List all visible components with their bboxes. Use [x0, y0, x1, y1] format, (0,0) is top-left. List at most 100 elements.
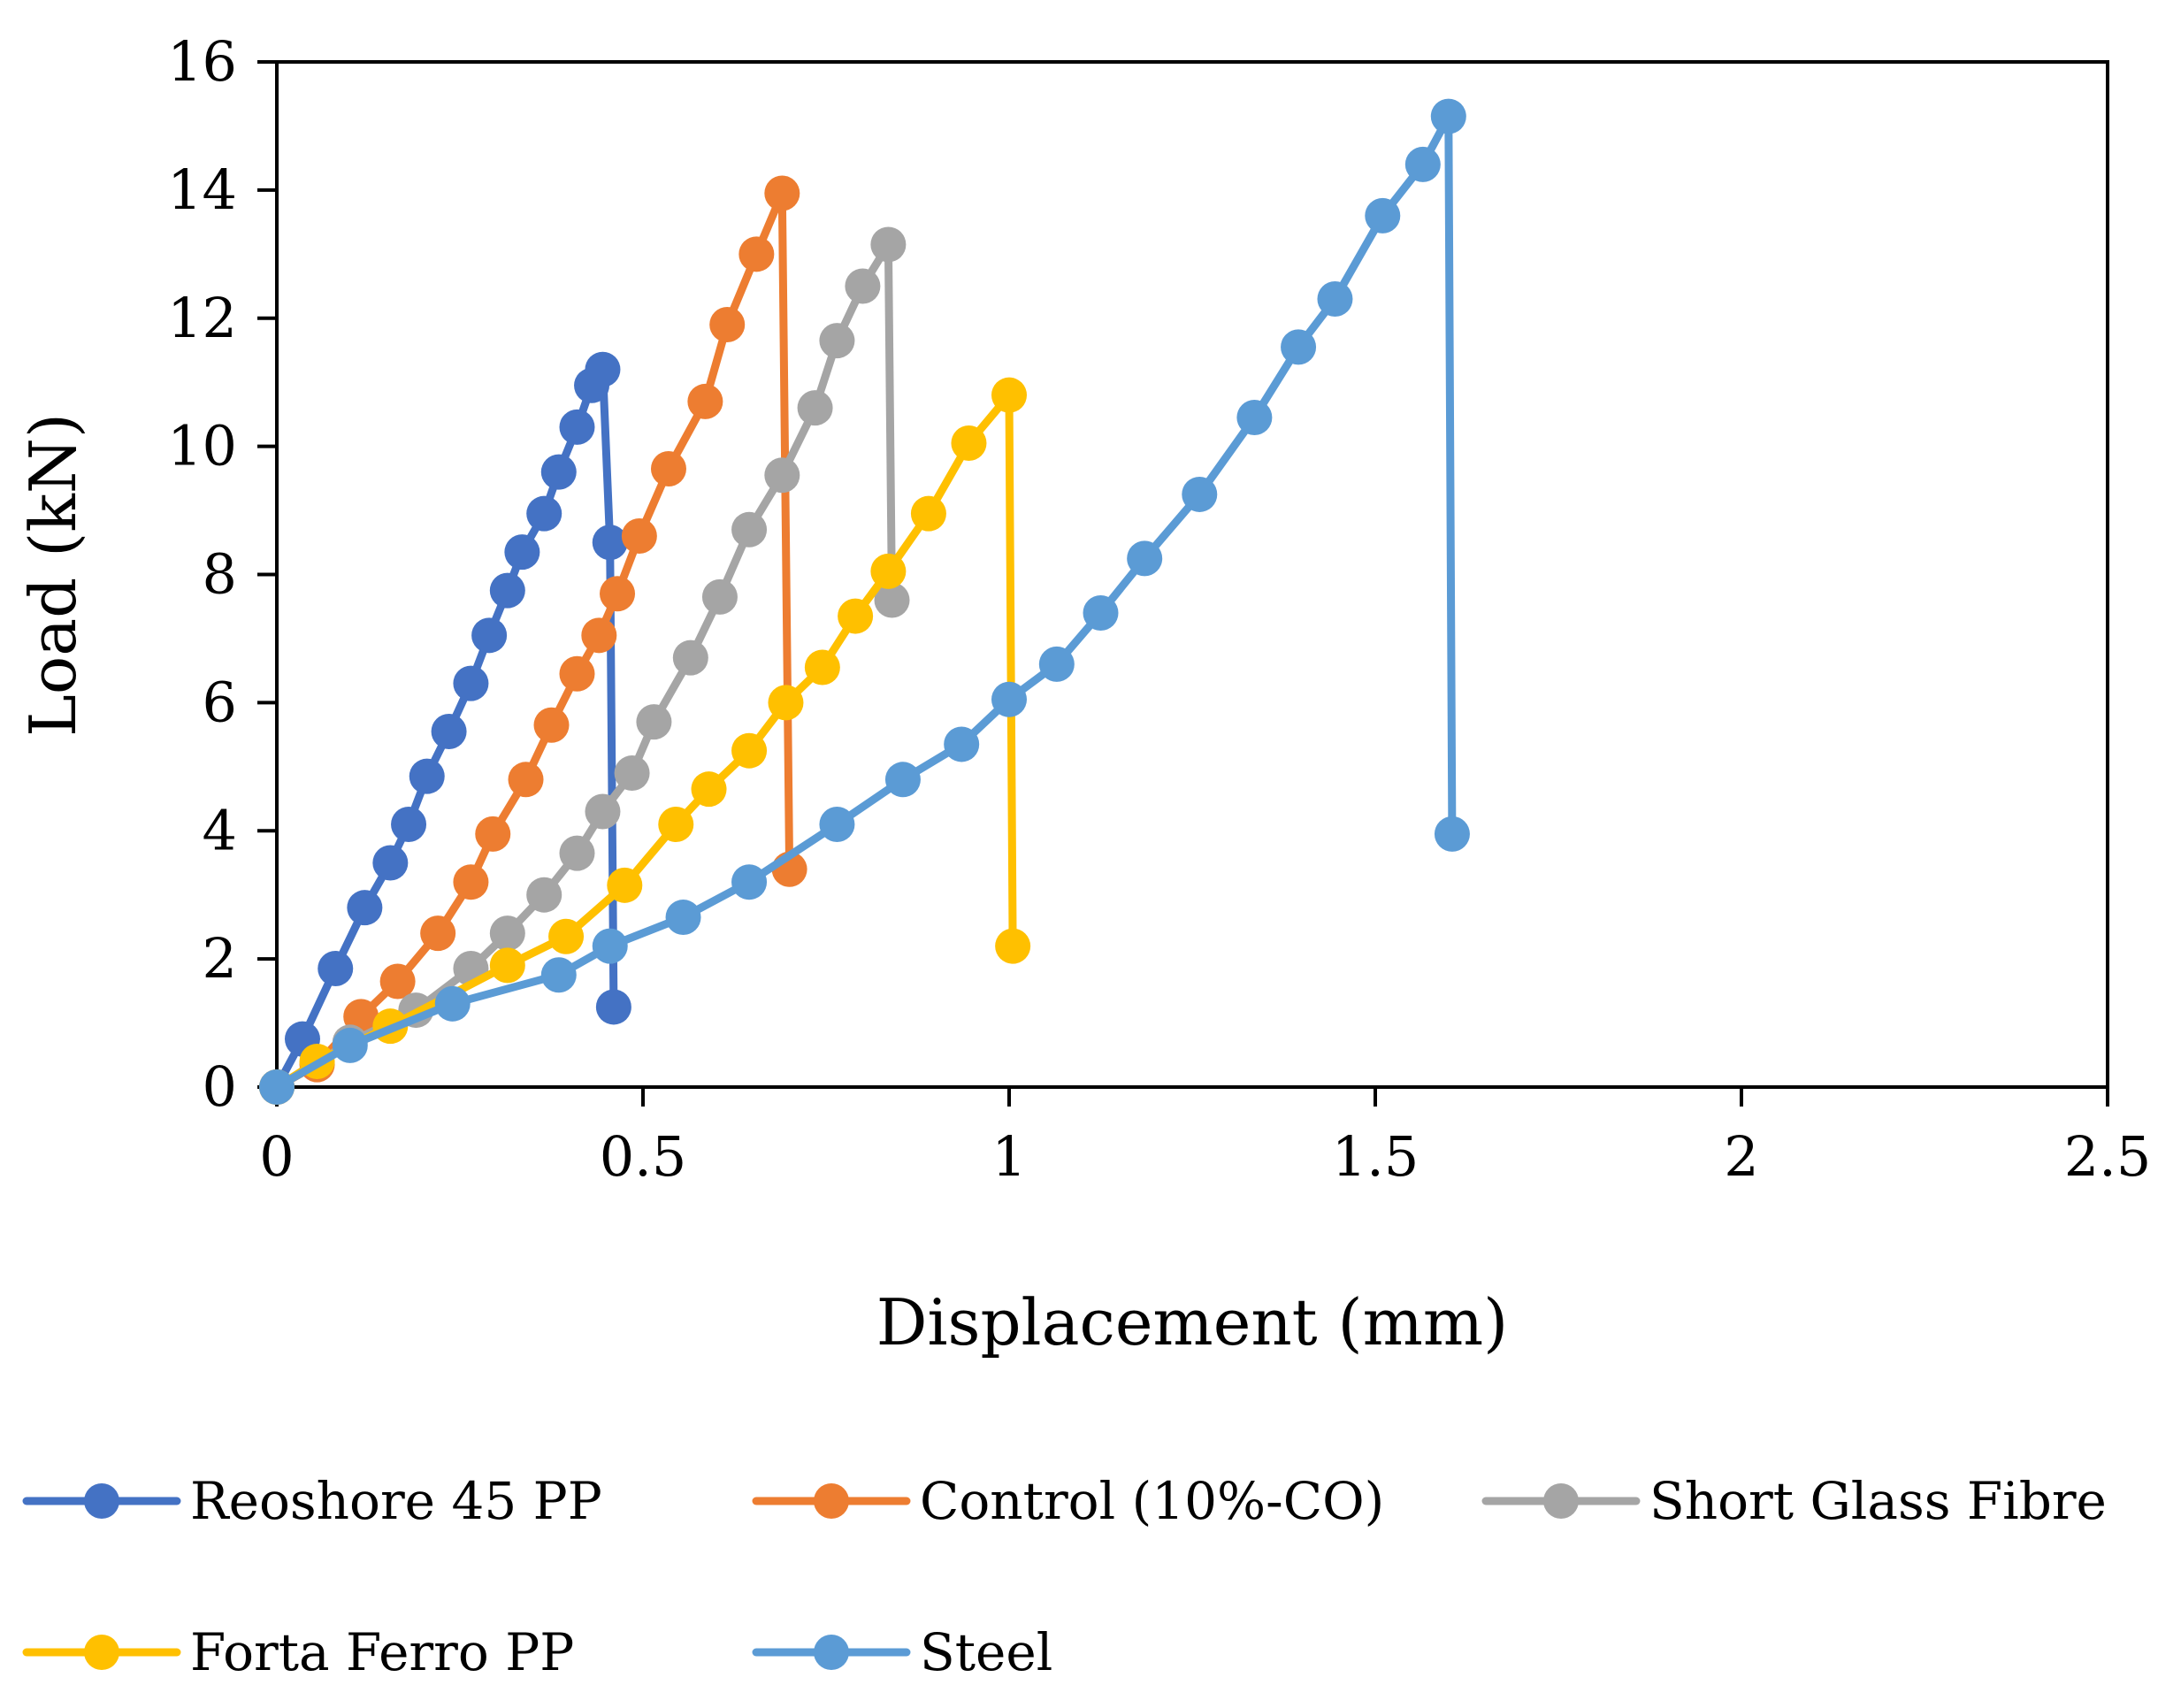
y-tick-label: 0: [203, 1054, 237, 1119]
series-steel: [259, 98, 1470, 1105]
legend-label: Forta Ferro PP: [190, 1622, 574, 1682]
data-point-reoshore-45-pp: [489, 572, 525, 609]
data-point-steel: [665, 900, 701, 936]
data-point-forta-ferro-pp: [870, 553, 907, 589]
data-point-short-glass-fibre: [701, 578, 738, 615]
series-control-10-co: [259, 175, 807, 1105]
data-point-steel: [1182, 476, 1218, 512]
data-point-short-glass-fibre: [874, 582, 910, 618]
legend-marker: [1543, 1483, 1579, 1519]
data-point-short-glass-fibre: [614, 755, 650, 792]
y-tick-label: 2: [203, 926, 237, 991]
series-layer: [259, 98, 1470, 1105]
data-point-forta-ferro-pp: [731, 732, 768, 769]
x-axis-title: Displacement (mm): [876, 1285, 1508, 1360]
data-point-forta-ferro-pp: [804, 649, 840, 685]
data-point-control-10-co: [738, 236, 775, 272]
data-point-steel: [1404, 146, 1441, 182]
legend-label: Steel: [920, 1622, 1052, 1682]
data-point-short-glass-fibre: [489, 915, 525, 952]
y-tick-label: 12: [167, 286, 237, 350]
data-point-short-glass-fibre: [797, 390, 833, 426]
legend-marker: [814, 1635, 849, 1670]
data-point-reoshore-45-pp: [559, 409, 595, 445]
data-point-reoshore-45-pp: [471, 617, 508, 654]
data-point-control-10-co: [559, 655, 595, 692]
data-point-forta-ferro-pp: [838, 598, 874, 634]
data-point-short-glass-fibre: [870, 226, 907, 263]
data-point-steel: [1434, 816, 1470, 852]
data-point-forta-ferro-pp: [607, 867, 643, 903]
x-tick-label: 0.5: [600, 1124, 687, 1189]
x-tick-label: 0: [259, 1124, 294, 1189]
legend-item-control-10-co: Control (10%-CO): [752, 1471, 1384, 1531]
data-point-control-10-co: [650, 450, 686, 486]
data-point-short-glass-fibre: [819, 323, 855, 359]
legend: Reoshore 45 PP Control (10%-CO) Short Glas…: [22, 1471, 2107, 1682]
data-point-forta-ferro-pp: [995, 928, 1031, 964]
data-point-forta-ferro-pp: [768, 685, 804, 721]
axis-ticks: 0 0.5 1 1.5 2 2.5 0 2 4 6 8 10 12 14 16: [167, 29, 2151, 1189]
data-point-reoshore-45-pp: [504, 534, 540, 571]
legend-marker: [84, 1483, 119, 1519]
data-point-steel: [1127, 540, 1163, 577]
data-point-control-10-co: [475, 816, 511, 852]
data-point-reoshore-45-pp: [372, 845, 409, 881]
data-point-forta-ferro-pp: [910, 495, 946, 532]
data-point-short-glass-fibre: [526, 877, 562, 913]
data-point-reoshore-45-pp: [585, 351, 621, 387]
data-point-short-glass-fibre: [731, 511, 768, 548]
data-point-short-glass-fibre: [585, 793, 621, 830]
data-point-reoshore-45-pp: [409, 758, 445, 794]
data-point-control-10-co: [420, 915, 456, 952]
data-point-control-10-co: [533, 707, 570, 743]
data-point-control-10-co: [453, 864, 489, 900]
data-point-forta-ferro-pp: [951, 425, 987, 462]
data-point-control-10-co: [581, 617, 617, 654]
y-tick-label: 10: [167, 414, 237, 479]
legend-item-forta-ferro-pp: Forta Ferro PP: [22, 1622, 574, 1682]
legend-label: Short Glass Fibre: [1649, 1471, 2107, 1531]
legend-item-short-glass-fibre: Short Glass Fibre: [1481, 1471, 2107, 1531]
legend-label: Control (10%-CO): [920, 1471, 1384, 1531]
data-point-steel: [944, 726, 980, 762]
data-point-forta-ferro-pp: [658, 807, 694, 843]
data-point-reoshore-45-pp: [347, 890, 383, 926]
data-point-control-10-co: [687, 383, 723, 419]
data-point-forta-ferro-pp: [489, 947, 525, 984]
y-tick-label: 6: [203, 670, 237, 734]
data-point-steel: [540, 957, 577, 993]
data-point-control-10-co: [621, 518, 657, 555]
data-point-control-10-co: [764, 175, 800, 211]
data-point-reoshore-45-pp: [526, 495, 562, 532]
legend-item-reoshore-45-pp: Reoshore 45 PP: [22, 1471, 602, 1531]
data-point-reoshore-45-pp: [592, 525, 628, 561]
x-tick-label: 2.5: [2064, 1124, 2152, 1189]
data-point-reoshore-45-pp: [540, 454, 577, 490]
data-point-steel: [332, 1027, 368, 1063]
y-tick-label: 16: [167, 29, 237, 94]
data-point-steel: [1365, 197, 1401, 234]
data-point-reoshore-45-pp: [453, 665, 489, 701]
data-point-forta-ferro-pp: [991, 377, 1027, 413]
data-point-steel: [1317, 281, 1353, 318]
data-point-control-10-co: [600, 576, 636, 612]
data-point-steel: [434, 985, 471, 1022]
data-point-steel: [592, 928, 628, 964]
data-point-short-glass-fibre: [672, 640, 708, 676]
data-point-reoshore-45-pp: [595, 989, 631, 1025]
legend-marker: [814, 1483, 849, 1519]
data-point-reoshore-45-pp: [391, 807, 427, 843]
series-line-steel: [272, 112, 1457, 1091]
data-point-steel: [259, 1069, 295, 1105]
data-point-steel: [819, 807, 855, 843]
data-point-steel: [1083, 594, 1119, 631]
data-point-steel: [1038, 646, 1075, 682]
y-axis-title: Load (kN): [16, 413, 90, 737]
data-point-control-10-co: [379, 963, 416, 1000]
data-point-steel: [1430, 98, 1466, 134]
data-point-steel: [884, 762, 921, 798]
data-point-short-glass-fibre: [845, 268, 881, 304]
